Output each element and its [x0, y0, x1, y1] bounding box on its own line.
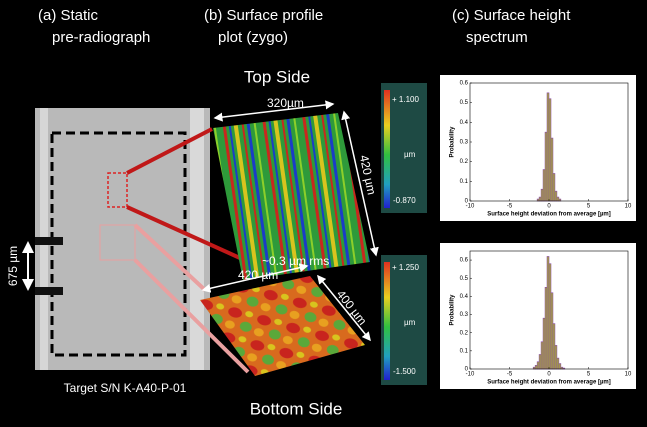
bar [35, 237, 63, 245]
x-tick-label: -10 [466, 372, 475, 378]
y-tick-label: 0.4 [460, 120, 469, 126]
colorbar-min: -1.500 [393, 367, 416, 376]
figure: (a) Static pre-radiograph (b) Surface pr… [0, 0, 647, 427]
dim-label: 420 µm [357, 154, 379, 196]
y-tick-label: 0.2 [460, 159, 469, 165]
page: (a) Static pre-radiograph (b) Surface pr… [0, 0, 647, 427]
side-label: Bottom Side [250, 399, 343, 418]
y-tick-label: 0.6 [460, 81, 469, 87]
note: ~0.3 µm rms [262, 254, 329, 268]
dim-label: 420 µm [238, 268, 278, 282]
side-label: Top Side [244, 67, 310, 86]
heading: plot (zygo) [218, 29, 288, 46]
y-tick-label: 0.1 [460, 348, 469, 354]
x-tick-label: 10 [625, 204, 632, 210]
y-tick-label: 0.3 [460, 140, 469, 146]
y-tick-label: 0.4 [460, 294, 469, 300]
y-axis-label: Probability [450, 126, 456, 158]
y-tick-label: 0.1 [460, 179, 469, 185]
x-tick-label: 10 [625, 372, 632, 378]
y-tick-label: 0.6 [460, 258, 469, 264]
colorbar-max: + 1.250 [392, 263, 419, 272]
x-tick-label: -5 [507, 204, 513, 210]
colorbar: + 1.250 µm -1.500 [381, 255, 427, 385]
heading: spectrum [466, 29, 528, 46]
heading: pre-radiograph [52, 29, 150, 46]
y-tick-label: 0.5 [460, 276, 469, 282]
x-axis-label: Surface height deviation from average [µ… [487, 212, 611, 218]
heading: (b) Surface profile [204, 7, 323, 24]
dim-label: 320µm [267, 96, 304, 110]
x-tick-label: -10 [466, 204, 475, 210]
y-tick-label: 0.2 [460, 330, 469, 336]
colorbar-unit: µm [404, 318, 416, 327]
heading: (c) Surface height [452, 7, 571, 24]
bar [35, 287, 63, 295]
y-tick-label: 0.5 [460, 100, 469, 106]
y-tick-label: 0.3 [460, 312, 469, 318]
y-axis-label: Probability [450, 294, 456, 326]
colorbar-min: -0.870 [393, 196, 416, 205]
colorbar-unit: µm [404, 150, 416, 159]
caption: Target S/N K-A40-P-01 [64, 381, 187, 395]
heading: (a) Static [38, 7, 99, 24]
x-tick-label: -5 [507, 372, 513, 378]
colorbar-max: + 1.100 [392, 95, 419, 104]
scale-label: 675 µm [6, 246, 20, 286]
x-axis-label: Surface height deviation from average [µ… [487, 380, 611, 386]
colorbar: + 1.100 µm -0.870 [381, 83, 427, 213]
